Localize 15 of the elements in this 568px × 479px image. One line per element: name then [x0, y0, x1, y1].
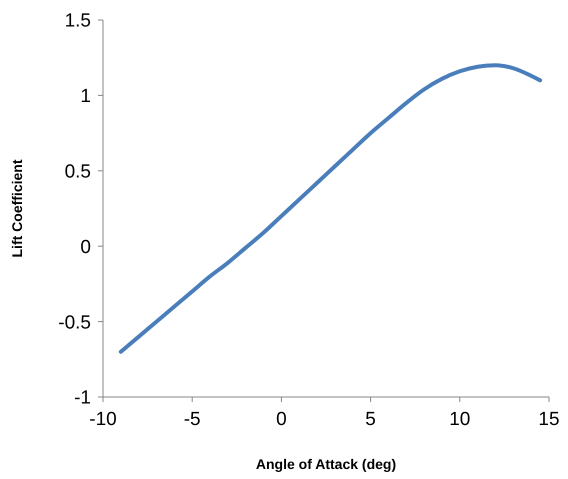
x-tick-label: -10: [89, 409, 117, 430]
y-tick-label: -0.5: [58, 312, 91, 334]
x-tick-label: 15: [538, 409, 560, 430]
line-series: [118, 63, 542, 354]
y-axis-title: Lift Coefficient: [9, 159, 25, 258]
y-tick-label: 0.5: [64, 161, 91, 182]
y-tick-label: -1: [74, 388, 91, 409]
x-tick-label: 10: [449, 409, 470, 430]
x-tick-label: 0: [276, 409, 287, 430]
x-axis-title: Angle of Attack (deg): [256, 456, 396, 472]
x-tick-label: 5: [365, 409, 376, 430]
x-tick-label: -5: [184, 409, 201, 430]
y-tick-label: 1.5: [64, 10, 91, 32]
y-tick-label: 0: [80, 236, 91, 258]
y-tick-label: 1: [80, 86, 91, 108]
